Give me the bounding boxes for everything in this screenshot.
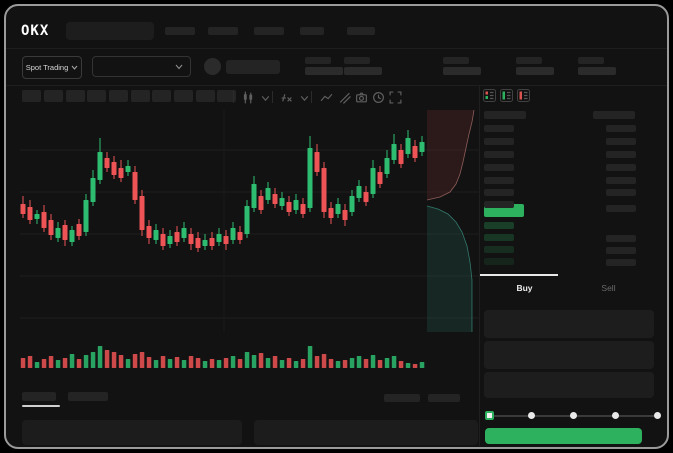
ask-price[interactable]	[484, 138, 514, 145]
timeframe-button[interactable]	[131, 90, 150, 102]
ask-price[interactable]	[484, 151, 514, 158]
pair-icon	[204, 58, 221, 75]
book-all-icon[interactable]	[483, 89, 496, 102]
history-icon[interactable]	[372, 91, 385, 104]
buy-button[interactable]	[485, 428, 642, 444]
indicators-icon[interactable]	[280, 91, 293, 104]
ob-header-amount	[593, 111, 635, 119]
timeframe-button[interactable]	[66, 90, 85, 102]
bid-price[interactable]	[484, 258, 514, 265]
ask-price[interactable]	[484, 201, 514, 208]
divider	[479, 85, 480, 446]
timeframe-button[interactable]	[109, 90, 128, 102]
spot-trading-selector[interactable]: Spot Trading	[22, 56, 82, 79]
bottom-tab-underline	[22, 405, 60, 407]
timeframe-button[interactable]	[174, 90, 193, 102]
timeframe-button[interactable]	[44, 90, 63, 102]
slider-step-dot[interactable]	[612, 412, 619, 419]
stat-label-skeleton	[443, 57, 469, 64]
stat-value-skeleton	[305, 67, 343, 75]
timeframe-button[interactable]	[196, 90, 215, 102]
ob-header-price	[484, 111, 526, 119]
nav-item[interactable]	[165, 27, 195, 35]
chevron-down-icon[interactable]	[259, 91, 272, 104]
stat-label-skeleton	[516, 57, 542, 64]
ob-amount	[606, 151, 636, 158]
slider-handle[interactable]	[485, 411, 494, 420]
line-style-icon[interactable]	[320, 91, 333, 104]
bottom-action[interactable]	[428, 394, 460, 402]
ob-amount	[606, 247, 636, 254]
divider	[6, 48, 667, 49]
stat-value-skeleton	[443, 67, 481, 75]
ob-amount	[606, 177, 636, 184]
orders-table-skeleton	[22, 420, 242, 445]
chevron-down-icon	[71, 65, 78, 70]
slider-step-dot[interactable]	[528, 412, 535, 419]
chevron-down-icon[interactable]	[298, 91, 311, 104]
buy-tab-underline	[480, 274, 558, 276]
camera-icon[interactable]	[355, 91, 368, 104]
candlestick-chart[interactable]	[20, 110, 480, 375]
book-bids-icon[interactable]	[500, 89, 513, 102]
divider	[6, 85, 667, 86]
ob-amount	[606, 235, 636, 242]
compare-icon[interactable]	[338, 91, 351, 104]
ob-amount	[606, 189, 636, 196]
timeframe-button[interactable]	[217, 90, 236, 102]
bottom-action[interactable]	[384, 394, 420, 402]
nav-item[interactable]	[347, 27, 375, 35]
tab-buy[interactable]: Buy	[516, 283, 533, 293]
timeframe-button[interactable]	[152, 90, 171, 102]
stat-label-skeleton	[578, 57, 604, 64]
toolbar-divider	[272, 91, 273, 103]
slider-step-dot[interactable]	[654, 412, 661, 419]
ob-amount	[606, 259, 636, 266]
toolbar-divider	[311, 91, 312, 103]
order-amount-input[interactable]	[484, 341, 654, 369]
chevron-down-icon	[175, 64, 183, 69]
bottom-tab-active[interactable]	[22, 392, 56, 401]
pair-dropdown[interactable]	[92, 56, 191, 77]
timeframe-button[interactable]	[22, 90, 41, 102]
slider-step-dot[interactable]	[570, 412, 577, 419]
stat-label-skeleton	[305, 57, 331, 64]
ask-price[interactable]	[484, 189, 514, 196]
order-price-input[interactable]	[484, 310, 654, 338]
stat-value-skeleton	[344, 67, 382, 75]
candles-icon[interactable]	[241, 91, 254, 104]
ask-price[interactable]	[484, 177, 514, 184]
stat-value-skeleton	[516, 67, 554, 75]
bid-price[interactable]	[484, 246, 514, 253]
bid-price[interactable]	[484, 234, 514, 241]
ob-amount	[606, 164, 636, 171]
okx-logo[interactable]: OKX	[21, 23, 50, 39]
nav-item[interactable]	[300, 27, 324, 35]
timeframe-button[interactable]	[87, 90, 106, 102]
order-total-input[interactable]	[484, 372, 654, 398]
orders-table-skeleton	[254, 420, 478, 445]
ob-amount	[606, 138, 636, 145]
stat-value-skeleton	[578, 67, 616, 75]
ask-price[interactable]	[484, 164, 514, 171]
spot-trading-label: Spot Trading	[25, 63, 69, 72]
fullscreen-icon[interactable]	[389, 91, 402, 104]
tab-sell[interactable]: Sell	[601, 283, 616, 293]
nav-item[interactable]	[254, 27, 284, 35]
toolbar-divider	[233, 91, 234, 103]
stage: OKX Spot Trading Buy Sell	[6, 6, 667, 447]
pair-name-skeleton	[226, 60, 280, 74]
book-asks-icon[interactable]	[517, 89, 530, 102]
ask-price[interactable]	[484, 125, 514, 132]
app-window: OKX Spot Trading Buy Sell	[4, 4, 669, 449]
bottom-tab[interactable]	[68, 392, 108, 401]
search-input[interactable]	[66, 22, 154, 40]
nav-item[interactable]	[208, 27, 238, 35]
bid-price[interactable]	[484, 222, 514, 229]
ob-amount	[606, 125, 636, 132]
ob-amount	[606, 205, 636, 212]
stat-label-skeleton	[344, 57, 370, 64]
